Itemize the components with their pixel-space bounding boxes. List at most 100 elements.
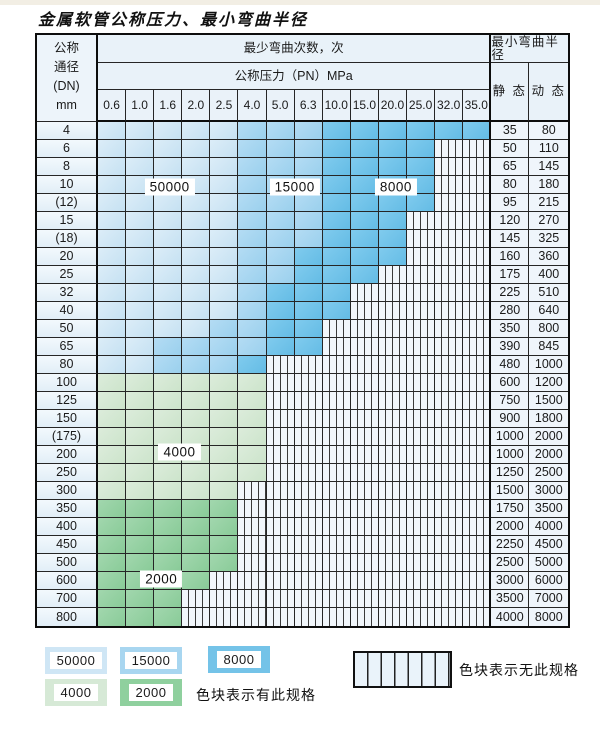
cell-no-spec <box>378 464 408 482</box>
dn-cell: 65 <box>37 338 98 356</box>
cell-no-spec <box>463 518 492 536</box>
pressure-col-header: 2.0 <box>182 90 211 122</box>
cell-spec-8 <box>266 320 295 338</box>
cell-no-spec <box>435 302 464 320</box>
cell-no-spec <box>407 500 436 518</box>
dn-cell: 600 <box>37 572 98 590</box>
cell-no-spec <box>294 572 323 590</box>
cell-spec-15 <box>238 194 267 212</box>
dynamic-radius-value: 7000 <box>529 590 569 608</box>
cell-no-spec <box>266 410 295 428</box>
cell-spec-50 <box>154 230 183 248</box>
cell-spec-2 <box>126 554 155 572</box>
pressure-col-header: 35.0 <box>463 90 492 122</box>
cell-no-spec <box>322 392 351 410</box>
cell-spec-50 <box>182 158 211 176</box>
cell-spec-8 <box>350 230 379 248</box>
cell-spec-50 <box>98 122 127 140</box>
dynamic-radius-value: 800 <box>529 320 569 338</box>
cell-no-spec <box>463 500 492 518</box>
cell-spec-4 <box>126 374 155 392</box>
cell-no-spec <box>266 464 295 482</box>
cell-no-spec <box>350 554 379 572</box>
cell-no-spec <box>407 482 436 500</box>
cell-no-spec <box>238 608 267 626</box>
cell-no-spec <box>238 518 267 536</box>
cell-spec-50 <box>126 212 155 230</box>
cell-spec-15 <box>238 230 267 248</box>
dynamic-radius-value: 180 <box>529 176 569 194</box>
pressure-col-header: 2.5 <box>210 90 239 122</box>
cell-spec-50 <box>126 194 155 212</box>
cell-spec-8 <box>407 122 436 140</box>
cell-no-spec <box>294 590 323 608</box>
cell-spec-50 <box>154 266 183 284</box>
cell-no-spec <box>322 356 351 374</box>
cell-spec-50 <box>126 302 155 320</box>
cell-no-spec <box>435 410 464 428</box>
cell-spec-15 <box>294 140 323 158</box>
dn-cell: 32 <box>37 284 98 302</box>
cell-no-spec <box>322 536 351 554</box>
cell-no-spec <box>463 176 492 194</box>
cell-spec-8 <box>322 158 351 176</box>
cell-spec-4 <box>98 464 127 482</box>
cell-spec-50 <box>182 302 211 320</box>
cell-spec-15 <box>238 266 267 284</box>
cell-spec-8 <box>322 212 351 230</box>
cell-spec-50 <box>98 320 127 338</box>
cell-spec-2 <box>154 608 183 626</box>
dn-cell: 4 <box>37 122 98 140</box>
cell-spec-50 <box>210 194 239 212</box>
legend-swatch-label: 8000 <box>216 651 262 668</box>
cell-spec-8 <box>266 284 295 302</box>
cell-no-spec <box>350 446 379 464</box>
pressure-col-header: 25.0 <box>407 90 436 122</box>
cell-spec-50 <box>98 302 127 320</box>
header-dn-line: 通径 <box>53 60 79 75</box>
cell-spec-15 <box>238 176 267 194</box>
cell-spec-2 <box>98 518 127 536</box>
static-radius-value: 120 <box>491 212 530 230</box>
dynamic-radius-value: 1500 <box>529 392 569 410</box>
dn-cell: 25 <box>37 266 98 284</box>
cell-spec-50 <box>210 230 239 248</box>
cell-spec-8 <box>294 284 323 302</box>
cell-spec-2 <box>182 536 211 554</box>
cell-no-spec <box>463 572 492 590</box>
cell-no-spec <box>378 536 408 554</box>
cell-no-spec <box>238 554 267 572</box>
cell-spec-8 <box>322 194 351 212</box>
cell-no-spec <box>266 356 295 374</box>
cell-spec-15 <box>266 194 295 212</box>
cell-spec-4 <box>182 464 211 482</box>
cell-no-spec <box>435 482 464 500</box>
cell-no-spec <box>407 230 436 248</box>
cell-no-spec <box>463 248 492 266</box>
pressure-col-header: 10.0 <box>322 90 351 122</box>
cell-spec-8 <box>378 158 408 176</box>
cell-spec-50 <box>126 248 155 266</box>
cycle-count-label: 50000 <box>144 178 195 196</box>
cell-spec-50 <box>98 194 127 212</box>
cell-no-spec <box>435 428 464 446</box>
cell-spec-4 <box>98 374 127 392</box>
cell-no-spec <box>378 572 408 590</box>
cell-spec-4 <box>154 482 183 500</box>
static-radius-value: 35 <box>491 122 530 140</box>
static-radius-value: 145 <box>491 230 530 248</box>
cell-spec-4 <box>182 374 211 392</box>
cell-spec-50 <box>182 212 211 230</box>
static-radius-value: 3500 <box>491 590 530 608</box>
cell-no-spec <box>350 338 379 356</box>
cell-no-spec <box>463 284 492 302</box>
cell-no-spec <box>350 572 379 590</box>
cell-spec-50 <box>210 212 239 230</box>
cell-no-spec <box>463 158 492 176</box>
cell-spec-8 <box>378 194 408 212</box>
cell-no-spec <box>435 572 464 590</box>
cell-no-spec <box>407 248 436 266</box>
cell-no-spec <box>210 572 239 590</box>
cell-spec-4 <box>126 410 155 428</box>
